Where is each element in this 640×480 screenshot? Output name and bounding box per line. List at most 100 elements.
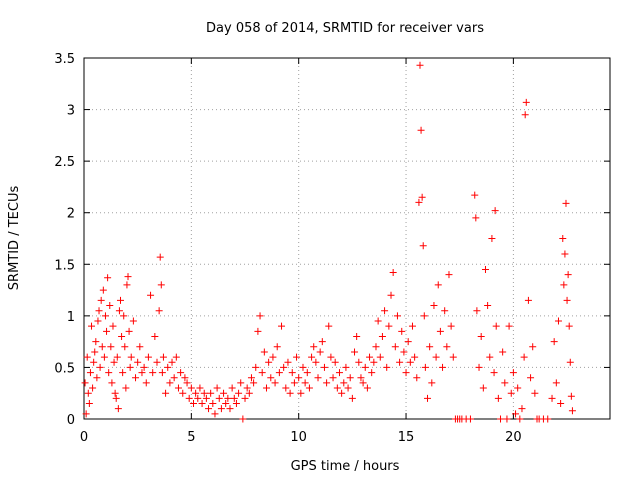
data-point <box>503 415 511 423</box>
data-point <box>252 363 260 371</box>
data-point <box>222 400 230 408</box>
data-point <box>202 394 210 402</box>
data-point <box>370 358 378 366</box>
data-point <box>94 317 102 325</box>
data-point <box>192 389 200 397</box>
data-point <box>516 415 524 423</box>
data-point <box>164 363 172 371</box>
data-point <box>258 369 266 377</box>
data-point <box>88 322 96 330</box>
data-point <box>494 394 502 402</box>
data-point <box>411 353 419 361</box>
data-point <box>466 415 474 423</box>
data-point <box>159 353 167 361</box>
data-point <box>359 379 367 387</box>
data-point <box>366 353 374 361</box>
data-point <box>312 358 320 366</box>
data-point <box>518 405 526 413</box>
data-point <box>445 271 453 279</box>
data-point <box>104 274 112 282</box>
data-point <box>290 379 298 387</box>
data-point <box>116 296 124 304</box>
data-point <box>348 394 356 402</box>
y-tick-label: 1.5 <box>54 258 75 273</box>
data-point <box>473 307 481 315</box>
data-point <box>396 358 404 366</box>
x-tick-label: 20 <box>505 430 522 445</box>
data-point <box>125 327 133 335</box>
data-point <box>420 312 428 320</box>
data-point <box>134 358 142 366</box>
data-point <box>181 374 189 382</box>
data-point <box>213 384 221 392</box>
data-point <box>83 353 91 361</box>
data-point <box>286 389 294 397</box>
data-point <box>239 415 247 423</box>
data-point <box>327 353 335 361</box>
data-point <box>101 312 109 320</box>
data-point <box>562 199 570 207</box>
data-point <box>567 392 575 400</box>
data-point <box>90 358 98 366</box>
data-point <box>323 379 331 387</box>
data-point <box>172 353 180 361</box>
data-point <box>250 379 258 387</box>
data-point <box>297 389 305 397</box>
data-point <box>393 312 401 320</box>
data-point <box>430 302 438 310</box>
data-point <box>127 353 135 361</box>
data-point <box>419 242 427 250</box>
data-point <box>520 353 528 361</box>
data-point <box>416 61 424 69</box>
data-point <box>284 358 292 366</box>
data-point <box>406 358 414 366</box>
data-point <box>512 410 520 418</box>
data-point <box>398 327 406 335</box>
data-point <box>100 353 108 361</box>
data-point <box>123 281 131 289</box>
data-point <box>280 363 288 371</box>
data-point <box>118 332 126 340</box>
y-tick-label: 0 <box>67 413 75 428</box>
data-point <box>381 307 389 315</box>
data-point <box>479 384 487 392</box>
data-point <box>153 358 161 366</box>
data-point <box>93 374 101 382</box>
x-tick-label: 10 <box>290 430 307 445</box>
data-point <box>481 265 489 273</box>
data-point <box>318 338 326 346</box>
data-point <box>260 348 268 356</box>
data-point <box>98 343 106 351</box>
data-point <box>209 400 217 408</box>
data-points <box>81 61 576 423</box>
data-point <box>149 369 157 377</box>
data-point <box>215 394 223 402</box>
data-point <box>142 379 150 387</box>
data-point <box>522 98 530 106</box>
data-point <box>185 394 193 402</box>
data-point <box>120 312 128 320</box>
data-point <box>189 400 197 408</box>
data-point <box>505 322 513 330</box>
data-point <box>544 415 552 423</box>
data-point <box>400 348 408 356</box>
data-point <box>200 389 208 397</box>
data-point <box>217 405 225 413</box>
data-point <box>417 126 425 134</box>
x-axis-label: GPS time / hours <box>291 459 400 474</box>
data-point <box>521 111 529 119</box>
data-point <box>353 332 361 340</box>
data-point <box>443 343 451 351</box>
data-point <box>187 384 195 392</box>
data-point <box>472 214 480 222</box>
data-point <box>404 338 412 346</box>
data-point <box>316 348 324 356</box>
data-point <box>107 343 115 351</box>
data-point <box>499 348 507 356</box>
data-point <box>477 332 485 340</box>
data-point <box>565 322 573 330</box>
data-point <box>245 389 253 397</box>
data-point <box>273 343 281 351</box>
data-point <box>81 379 89 387</box>
x-tick-label: 0 <box>80 430 88 445</box>
